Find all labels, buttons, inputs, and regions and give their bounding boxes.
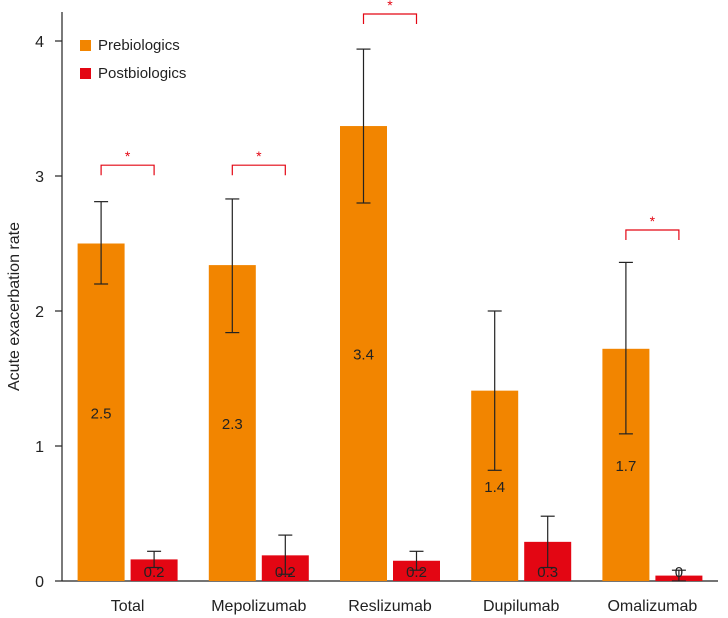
x-category-label: Mepolizumab [211, 598, 306, 615]
significance-bracket [100, 164, 155, 176]
bar-value-label: 1.7 [615, 458, 636, 475]
y-tick-label: 4 [35, 34, 44, 51]
y-tick-label: 1 [35, 439, 44, 456]
significance-star: * [387, 0, 393, 13]
significance-bracket [231, 164, 286, 176]
significance-star: * [650, 213, 656, 229]
significance-brackets: * * * * [100, 0, 680, 240]
bars: 2.50.22.30.23.40.21.40.31.70 [77, 126, 703, 582]
legend-swatch [80, 68, 91, 79]
legend-entry-label: Prebiologics [98, 37, 180, 54]
y-tick-label: 2 [35, 304, 44, 321]
significance-star: * [125, 148, 131, 164]
y-axis-title: Acute exacerbation rate [6, 222, 23, 391]
bar-postbiologics [393, 560, 440, 581]
x-category-label: Omalizumab [607, 598, 697, 615]
legend-entry-label: Postbiologics [98, 65, 186, 82]
x-category-label: Dupilumab [483, 598, 560, 615]
y-tick-label: 3 [35, 169, 44, 186]
axes: 0 1 2 3 4 Acute exacerbation rate Total Mepoliz… [6, 12, 718, 615]
bar-value-label: 3.4 [353, 347, 374, 364]
x-category-label: Total [111, 598, 145, 615]
bar-value-label: 0.2 [406, 564, 427, 581]
bar-value-label: 2.5 [91, 405, 112, 422]
bar-value-label: 0.3 [537, 564, 558, 581]
legend-swatch [80, 40, 91, 51]
bar-postbiologics [130, 559, 178, 581]
bar-value-label: 2.3 [222, 416, 243, 433]
significance-bracket [362, 13, 418, 24]
bar-prebiologics [77, 243, 125, 581]
x-category-label: Reslizumab [348, 598, 432, 615]
bar-value-label: 0.2 [144, 564, 165, 581]
error-bars [94, 48, 686, 582]
bar-value-label: 1.4 [484, 479, 505, 496]
significance-star: * [256, 148, 262, 164]
significance-bracket [625, 229, 680, 240]
y-tick-label: 0 [35, 574, 44, 591]
legend: Prebiologics Postbiologics [80, 37, 186, 82]
